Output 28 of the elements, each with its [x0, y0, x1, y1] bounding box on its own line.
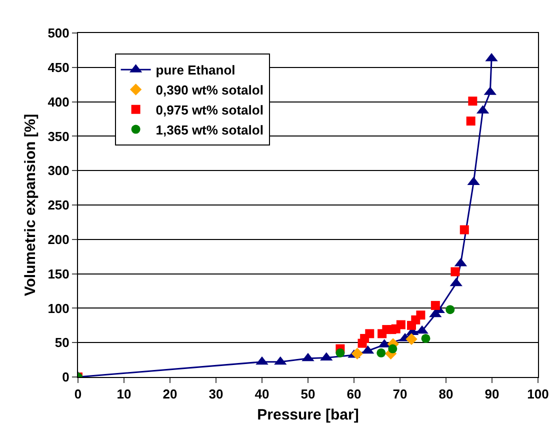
- x-tick-label: 30: [208, 386, 224, 402]
- y-tick-label: 300: [48, 163, 70, 178]
- y-tick-label: 0: [62, 370, 70, 385]
- y-tick-label: 200: [48, 232, 70, 247]
- x-tick-label: 50: [300, 386, 316, 402]
- y-tick-label: 500: [48, 26, 70, 41]
- x-tick-label: 20: [162, 386, 178, 402]
- x-tick-label: 60: [346, 386, 362, 402]
- y-tick-label: 250: [48, 198, 70, 213]
- x-tick-label: 70: [392, 386, 408, 402]
- x-tick-label: 40: [254, 386, 270, 402]
- y-tick-label: 150: [48, 266, 70, 282]
- legend-label: 0,390 wt% sotalol: [156, 82, 264, 98]
- x-tick-label: 100: [527, 386, 549, 402]
- y-tick-label: 50: [54, 335, 70, 350]
- x-tick-label: 90: [484, 386, 500, 402]
- y-tick-label: 450: [48, 60, 70, 75]
- legend-label: pure Ethanol: [156, 62, 236, 78]
- x-tick-label: 0: [74, 386, 82, 402]
- y-axis-title: Volumetric expansion [%]: [22, 114, 39, 296]
- x-tick-label: 80: [438, 386, 454, 402]
- y-tick-label: 350: [48, 128, 70, 144]
- legend-label: 1,365 wt% sotalol: [156, 122, 264, 138]
- legend-label: 0,975 wt% sotalol: [156, 102, 264, 118]
- x-axis-title: Pressure [bar]: [257, 406, 359, 424]
- y-tick-label: 100: [48, 300, 70, 316]
- x-tick-label: 10: [116, 386, 132, 402]
- y-tick-label: 400: [48, 94, 70, 110]
